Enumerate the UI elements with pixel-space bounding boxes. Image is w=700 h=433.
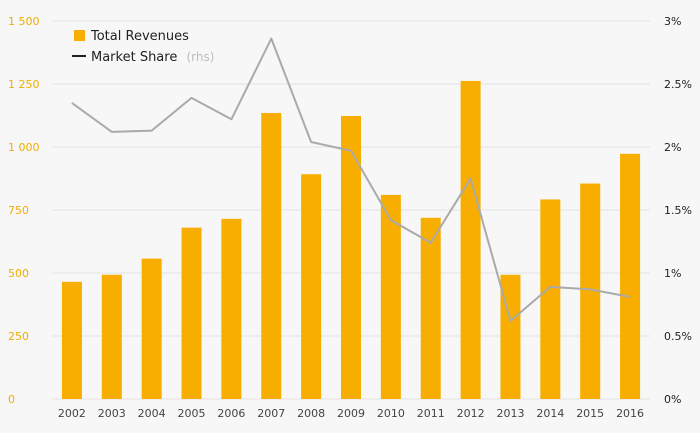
- x-tick-label: 2015: [576, 407, 604, 420]
- y-left-tick-label: 1 000: [8, 141, 40, 154]
- legend-swatch-total-revenues: [74, 30, 85, 41]
- x-tick-label: 2008: [297, 407, 325, 420]
- y-left-tick-label: 0: [8, 393, 15, 406]
- y-right-tick-label: 0%: [664, 393, 681, 406]
- y-left-tick-label: 1 250: [8, 78, 40, 91]
- x-axis: 2002 2003 2004 2005 2006 2007 2008 2009 2010 2011…: [58, 407, 644, 420]
- bar-2011: [420, 217, 441, 399]
- bar-2004: [141, 258, 162, 399]
- x-tick-label: 2007: [257, 407, 285, 420]
- x-tick-label: 2009: [337, 407, 365, 420]
- y-right-tick-label: 1.5%: [664, 204, 692, 217]
- bar-2008: [301, 174, 322, 399]
- x-tick-label: 2004: [138, 407, 166, 420]
- y-right-tick-label: 1%: [664, 267, 681, 280]
- x-tick-label: 2012: [457, 407, 485, 420]
- y-axis-left: 0 250 500 750 1 000 1 250 1 500: [8, 15, 40, 406]
- x-tick-label: 2013: [496, 407, 524, 420]
- legend: Total Revenues Market Share (rhs): [72, 29, 214, 65]
- y-right-tick-label: 2%: [664, 141, 681, 154]
- bar-2006: [221, 218, 242, 399]
- y-right-tick-label: 3%: [664, 15, 681, 28]
- bar-2002: [61, 281, 82, 399]
- x-tick-label: 2014: [536, 407, 564, 420]
- bar-2014: [540, 199, 561, 399]
- x-tick-label: 2011: [417, 407, 445, 420]
- y-left-tick-label: 250: [8, 330, 29, 343]
- bar-2007: [261, 112, 282, 399]
- y-left-tick-label: 500: [8, 267, 29, 280]
- bar-2012: [460, 80, 481, 399]
- bar-2015: [580, 183, 601, 399]
- legend-label-market-share-suffix: (rhs): [186, 50, 214, 64]
- y-left-tick-label: 750: [8, 204, 29, 217]
- legend-label-total-revenues: Total Revenues: [90, 29, 189, 44]
- x-tick-label: 2002: [58, 407, 86, 420]
- bar-2016: [620, 153, 641, 399]
- bar-series-total-revenues: [61, 80, 641, 399]
- y-axis-right: 0% 0.5% 1% 1.5% 2% 2.5% 3%: [664, 15, 692, 406]
- bar-2010: [380, 194, 401, 399]
- y-right-tick-label: 0.5%: [664, 330, 692, 343]
- legend-label-market-share: Market Share (rhs): [91, 46, 214, 65]
- x-tick-label: 2005: [178, 407, 206, 420]
- x-tick-label: 2006: [217, 407, 245, 420]
- x-tick-label: 2016: [616, 407, 644, 420]
- bar-2003: [101, 274, 122, 399]
- y-left-tick-label: 1 500: [8, 15, 40, 28]
- bar-2005: [181, 227, 202, 399]
- legend-swatch-market-share: [72, 55, 86, 57]
- line-series-market-share: [71, 37, 631, 322]
- x-tick-label: 2003: [98, 407, 126, 420]
- market-share-line: [71, 37, 631, 322]
- x-tick-label: 2010: [377, 407, 405, 420]
- bar-2009: [341, 116, 361, 399]
- legend-label-market-share-text: Market Share: [91, 50, 177, 65]
- y-right-tick-label: 2.5%: [664, 78, 692, 91]
